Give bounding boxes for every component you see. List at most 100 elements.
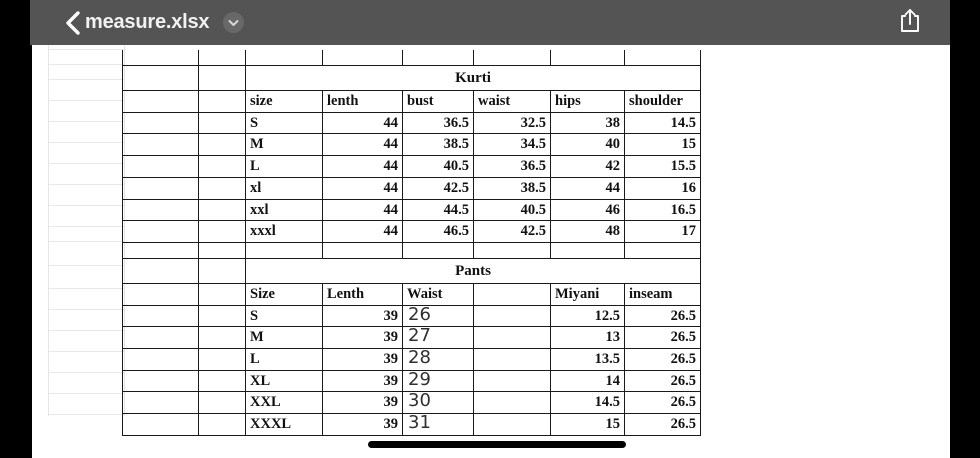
cell-miyani[interactable]: 14.5 [550,391,625,415]
table-row[interactable]: M 44 38.5 34.5 40 15 [122,133,701,157]
cell-waist[interactable]: 27 [402,326,474,350]
cell-miyani[interactable]: 12.5 [550,304,625,328]
empty-cell[interactable] [122,326,199,350]
empty-cell[interactable] [322,241,403,259]
cell-blank[interactable] [473,369,551,393]
table-row[interactable]: xxl 44 44.5 40.5 46 16.5 [122,198,701,222]
back-button[interactable] [58,8,88,38]
empty-cell[interactable] [198,220,246,243]
table-row[interactable]: XL 39 29 14 26.5 [122,369,701,393]
table-row[interactable]: XXL 39 30 14.5 26.5 [122,391,701,415]
cell-shoulder[interactable]: 15 [624,133,701,157]
empty-cell[interactable] [198,282,246,306]
cell-blank[interactable] [473,326,551,350]
cell-shoulder[interactable]: 17 [624,220,701,243]
empty-cell[interactable] [122,348,199,371]
empty-cell[interactable] [624,241,701,259]
cell-hips[interactable]: 48 [550,220,625,243]
cell-shoulder[interactable]: 14.5 [624,111,701,135]
empty-cell[interactable] [198,348,246,371]
cell-size[interactable]: XXXL [245,413,323,436]
cell-size[interactable]: S [245,304,323,328]
empty-cell[interactable] [402,241,474,259]
table-row[interactable]: S 44 36.5 32.5 38 14.5 [122,111,701,135]
empty-cell[interactable] [198,111,246,135]
empty-cell[interactable] [122,369,199,393]
cell-size[interactable]: xxxl [245,220,323,243]
empty-cell[interactable] [550,50,625,66]
cell-size[interactable]: L [245,348,323,371]
cell-lenth[interactable]: 44 [322,220,403,243]
cell-size[interactable]: xl [245,176,323,200]
cell-blank[interactable] [473,413,551,436]
cell-bust[interactable]: 44.5 [402,198,474,222]
table-row[interactable]: L 39 28 13.5 26.5 [122,348,701,371]
cell-miyani[interactable]: 14 [550,369,625,393]
empty-cell[interactable] [122,155,199,178]
empty-cell[interactable] [122,257,199,284]
cell-hips[interactable]: 44 [550,176,625,200]
empty-cell[interactable] [473,241,551,259]
cell-lenth[interactable]: 44 [322,111,403,135]
empty-cell[interactable] [122,413,199,436]
empty-cell[interactable] [122,50,199,66]
empty-cell[interactable] [198,257,246,284]
empty-cell[interactable] [122,111,199,135]
cell-lenth[interactable]: 39 [322,391,403,415]
empty-cell[interactable] [322,50,403,66]
cell-inseam[interactable]: 26.5 [624,304,701,328]
cell-bust[interactable]: 40.5 [402,155,474,178]
empty-cell[interactable] [122,198,199,222]
cell-miyani[interactable]: 13.5 [550,348,625,371]
cell-miyani[interactable]: 15 [550,413,625,436]
empty-cell[interactable] [122,65,199,91]
cell-lenth[interactable]: 39 [322,348,403,371]
title-menu-button[interactable] [223,12,244,33]
cell-waist[interactable]: 42.5 [473,220,551,243]
cell-lenth[interactable]: 39 [322,326,403,350]
cell-lenth[interactable]: 39 [322,369,403,393]
cell-bust[interactable]: 42.5 [402,176,474,200]
empty-cell[interactable] [198,413,246,436]
table-row[interactable]: S 39 26 12.5 26.5 [122,304,701,328]
cell-lenth[interactable]: 44 [322,176,403,200]
table-row[interactable]: xxxl 44 46.5 42.5 48 17 [122,220,701,243]
cell-blank[interactable] [473,304,551,328]
cell-blank[interactable] [473,391,551,415]
empty-cell[interactable] [122,391,199,415]
cell-inseam[interactable]: 26.5 [624,369,701,393]
cell-waist[interactable]: 38.5 [473,176,551,200]
cell-shoulder[interactable]: 15.5 [624,155,701,178]
cell-miyani[interactable]: 13 [550,326,625,350]
empty-cell[interactable] [198,65,246,91]
cell-waist[interactable]: 31 [402,413,474,436]
cell-lenth[interactable]: 39 [322,413,403,436]
empty-cell[interactable] [122,90,199,113]
cell-waist[interactable]: 30 [402,391,474,415]
share-button[interactable] [895,8,925,38]
cell-waist[interactable]: 28 [402,348,474,371]
table-row[interactable]: xl 44 42.5 38.5 44 16 [122,176,701,200]
empty-cell[interactable] [122,282,199,306]
empty-cell[interactable] [198,241,246,259]
cell-blank[interactable] [473,348,551,371]
spreadsheet-canvas[interactable]: Kurti size lenth bust waist hips shoulde… [32,45,950,458]
cell-size[interactable]: S [245,111,323,135]
cell-waist[interactable]: 36.5 [473,155,551,178]
empty-cell[interactable] [198,198,246,222]
cell-shoulder[interactable]: 16.5 [624,198,701,222]
cell-waist[interactable]: 40.5 [473,198,551,222]
empty-cell[interactable] [245,50,323,66]
table-row[interactable]: XXXL 39 31 15 26.5 [122,413,701,436]
cell-bust[interactable]: 38.5 [402,133,474,157]
cell-waist[interactable]: 34.5 [473,133,551,157]
cell-waist[interactable]: 32.5 [473,111,551,135]
cell-lenth[interactable]: 39 [322,304,403,328]
cell-hips[interactable]: 40 [550,133,625,157]
empty-cell[interactable] [473,50,551,66]
cell-bust[interactable]: 36.5 [402,111,474,135]
cell-hips[interactable]: 42 [550,155,625,178]
cell-inseam[interactable]: 26.5 [624,391,701,415]
cell-hips[interactable]: 46 [550,198,625,222]
cell-inseam[interactable]: 26.5 [624,348,701,371]
